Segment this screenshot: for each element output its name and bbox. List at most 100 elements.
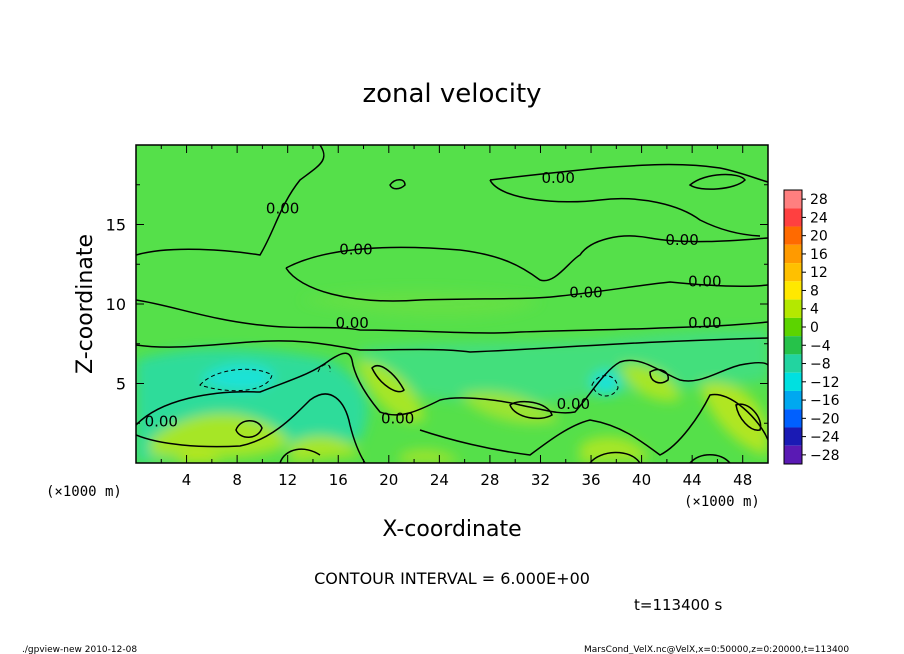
contour-value-label: 0.00	[145, 412, 178, 430]
contour-value-label: 0.00	[339, 241, 372, 259]
contour-line	[649, 368, 669, 384]
contour-line	[279, 448, 321, 463]
colorbar-segment	[784, 299, 802, 318]
positive-zone	[355, 360, 425, 422]
colorbar-label: −16	[810, 393, 840, 409]
y-tick-marks	[136, 184, 768, 424]
x-tick-marks	[160, 145, 744, 463]
x-tick-label: 36	[581, 471, 600, 489]
chart-title: zonal velocity	[362, 79, 541, 109]
colorbar-segment	[784, 226, 802, 245]
x-tick-labels: 4 8 12 16 20 24 28 32 36 40 44 48	[182, 471, 752, 489]
x-tick-label: 12	[278, 471, 297, 489]
contour-value-label: 0.00	[569, 284, 602, 302]
colorbar: 28 24 20 16 12 8 4 0 −4 −8 −12 −16 −20 −24 −28	[783, 189, 840, 465]
contour-line	[136, 393, 366, 463]
x-unit-label: (×1000 m)	[684, 494, 760, 510]
contour-value-label: 0.00	[381, 409, 414, 427]
negative-contours	[199, 364, 619, 397]
plot-area: 0.00 0.00 0.00 0.00 0.00 0.00 0.00 0.00 0.00 0.00…	[136, 145, 768, 463]
colorbar-label: 12	[810, 265, 828, 281]
contour-line	[735, 403, 762, 431]
colorbar-segment	[784, 208, 802, 227]
colorbar-segment	[784, 190, 802, 209]
contour-labels: 0.00 0.00 0.00 0.00 0.00 0.00 0.00 0.00 0.00 0.00…	[145, 169, 722, 430]
colorbar-label: 4	[810, 302, 819, 318]
contour-line	[136, 337, 768, 353]
colorbar-segment	[784, 427, 802, 446]
x-tick-label: 48	[733, 471, 752, 489]
contour-line	[136, 352, 768, 426]
colorbar-segment	[784, 281, 802, 300]
contour-line	[689, 454, 731, 463]
strong-negative-zone	[200, 364, 275, 391]
contour-line	[235, 420, 263, 438]
contour-value-label: 0.00	[557, 395, 590, 413]
contour-interval-text: CONTOUR INTERVAL = 6.000E+00	[314, 569, 590, 588]
contour-line	[589, 451, 641, 463]
colorbar-label: −12	[810, 375, 840, 391]
x-tick-label: 28	[480, 471, 499, 489]
colorbar-label: 16	[810, 247, 828, 263]
x-tick-label: 8	[232, 471, 242, 489]
colorbar-segment	[784, 244, 802, 264]
x-axis-label: X-coordinate	[382, 517, 521, 542]
colorbar-label: 8	[810, 283, 819, 299]
positive-zone	[700, 382, 768, 455]
contour-value-label: 0.00	[266, 199, 299, 217]
negative-contour	[591, 375, 619, 397]
contour-value-label: 0.00	[665, 231, 698, 249]
x-tick-label: 4	[182, 471, 192, 489]
contour-line	[489, 163, 768, 183]
positive-zone	[400, 449, 460, 463]
colorbar-label: −20	[810, 411, 840, 427]
colorbar-segment	[784, 409, 802, 428]
colorbar-segment	[784, 354, 802, 373]
colorbar-label: −24	[810, 430, 840, 446]
positive-zone	[620, 364, 680, 402]
x-tick-label: 24	[430, 471, 449, 489]
contour-value-label: 0.00	[541, 169, 574, 187]
contour-lines	[136, 145, 768, 463]
colorbar-segment	[784, 390, 802, 410]
x-tick-label: 16	[329, 471, 348, 489]
footer-right: MarsCond_VelX.nc@VelX,x=0:50000,z=0:2000…	[584, 645, 849, 654]
colorbar-segment	[784, 336, 802, 355]
footer-left: ./gpview-new 2010-12-08	[22, 645, 137, 654]
contour-line	[371, 365, 405, 393]
contour-line	[509, 400, 553, 420]
contour-value-label: 0.00	[335, 314, 368, 332]
y-unit-label: (×1000 m)	[46, 484, 122, 500]
colorbar-label: −28	[810, 448, 840, 464]
y-axis-label: Z-coordinate	[73, 234, 98, 374]
colorbar-segment	[784, 445, 802, 464]
colorbar-label: −8	[810, 357, 831, 373]
contour-line	[389, 179, 406, 190]
x-tick-label: 20	[379, 471, 398, 489]
positive-zone	[180, 450, 220, 463]
colorbar-label: 0	[810, 320, 819, 336]
x-tick-label: 32	[531, 471, 550, 489]
negative-contour	[199, 368, 273, 392]
y-tick-label: 5	[116, 375, 126, 394]
positive-zone	[300, 290, 540, 317]
colorbar-segment	[784, 263, 802, 282]
colorbar-label: 28	[810, 192, 828, 208]
colorbar-label: 24	[810, 210, 828, 226]
colorbar-label: 20	[810, 229, 828, 245]
x-tick-label: 44	[683, 471, 702, 489]
x-tick-label: 40	[632, 471, 651, 489]
colorbar-segment	[784, 372, 802, 391]
positive-zone	[290, 436, 360, 463]
y-tick-label: 15	[106, 216, 126, 235]
time-label: t=113400 s	[634, 596, 722, 614]
negative-contour	[317, 364, 331, 373]
colorbar-label: −4	[810, 338, 831, 354]
contour-line	[419, 393, 768, 456]
y-tick-labels: 5 10 15	[106, 216, 126, 394]
contour-value-label: 0.00	[688, 314, 721, 332]
strong-negative-zone	[590, 370, 620, 396]
contour-line	[688, 173, 746, 190]
contour-value-label: 0.00	[688, 273, 721, 291]
